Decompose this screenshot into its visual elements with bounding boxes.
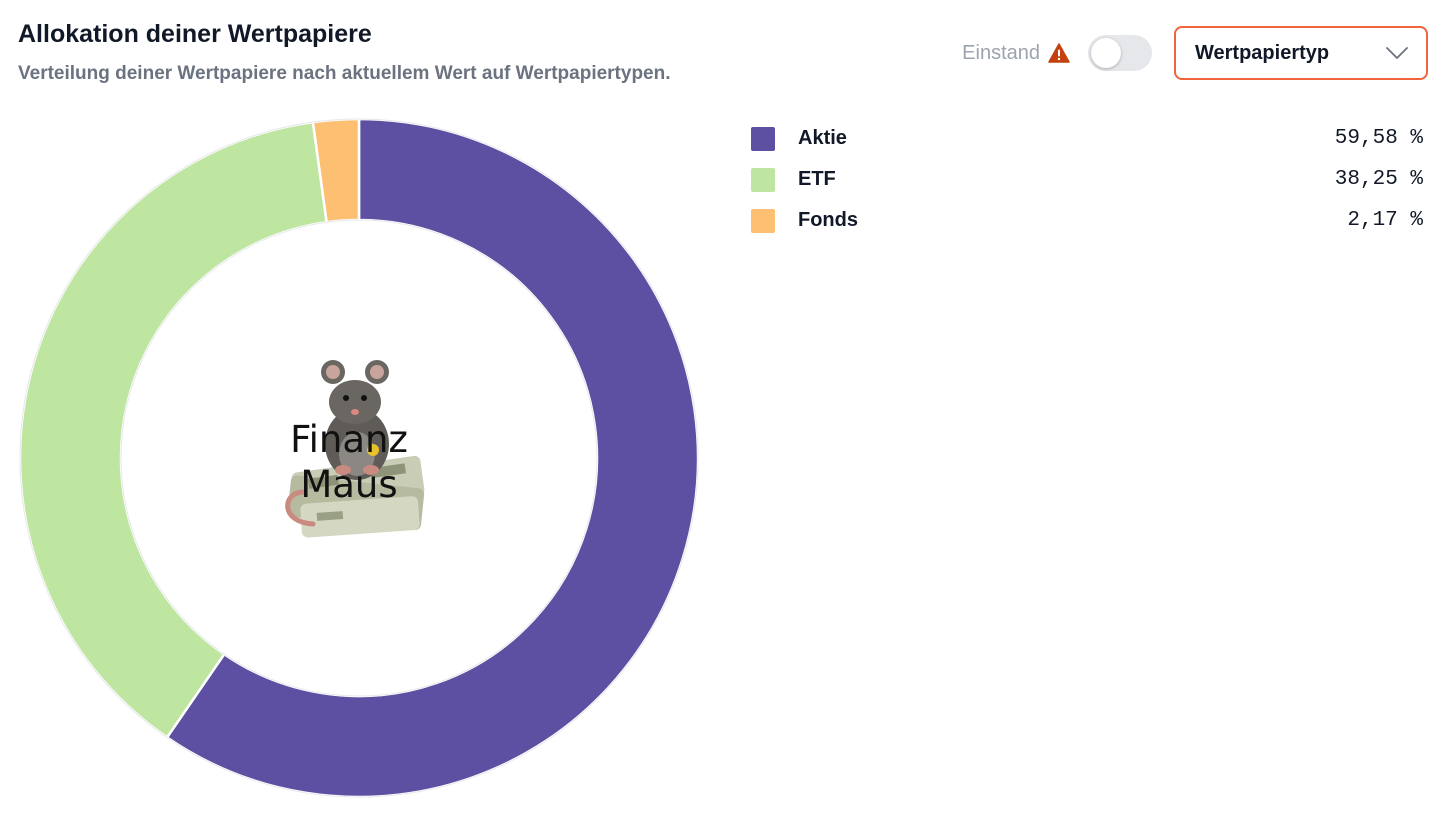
legend-label: Aktie <box>798 127 847 149</box>
legend-item-etf[interactable]: ETF 38,25 % <box>751 159 1423 200</box>
legend-item-aktie[interactable]: Aktie 59,58 % <box>751 118 1423 159</box>
legend-item-fonds[interactable]: Fonds 2,17 % <box>751 200 1423 241</box>
finanzmaus-logo: Finanz Maus <box>273 352 443 552</box>
legend-swatch <box>751 167 775 192</box>
legend-value: 38,25 % <box>1334 168 1423 191</box>
donut-outer-outline <box>19 118 699 798</box>
logo-text-line2: Maus <box>300 463 397 506</box>
chevron-down-icon <box>1386 47 1408 59</box>
legend-value: 2,17 % <box>1347 209 1423 232</box>
donut-chart: Finanz Maus <box>18 116 700 800</box>
page-title: Allokation deiner Wertpapiere <box>18 20 372 48</box>
page-subtitle: Verteilung deiner Wertpapiere nach aktue… <box>18 63 671 84</box>
group-by-select[interactable]: Wertpapiertyp <box>1174 26 1428 80</box>
chart-controls: Einstand Wertpapiertyp <box>962 24 1428 82</box>
einstand-label: Einstand <box>962 41 1040 64</box>
warning-triangle-icon <box>1048 43 1070 63</box>
mouse-on-money-image: Finanz Maus <box>285 360 425 538</box>
donut-chart-svg <box>18 117 700 799</box>
legend-swatch <box>751 208 775 233</box>
mouse-icon <box>285 360 389 527</box>
logo-text-line1: Finanz <box>290 418 408 461</box>
legend-label: ETF <box>798 168 836 190</box>
toggle-knob <box>1091 38 1121 68</box>
einstand-toggle[interactable] <box>1088 35 1152 71</box>
legend-swatch <box>751 126 775 151</box>
legend-value: 59,58 % <box>1334 127 1423 150</box>
money-stack-icon <box>287 455 425 538</box>
select-value: Wertpapiertyp <box>1195 41 1330 64</box>
donut-inner-outline <box>120 219 598 697</box>
legend-label: Fonds <box>798 209 858 231</box>
chart-legend: Aktie 59,58 % ETF 38,25 % Fonds 2,17 % <box>751 118 1423 241</box>
